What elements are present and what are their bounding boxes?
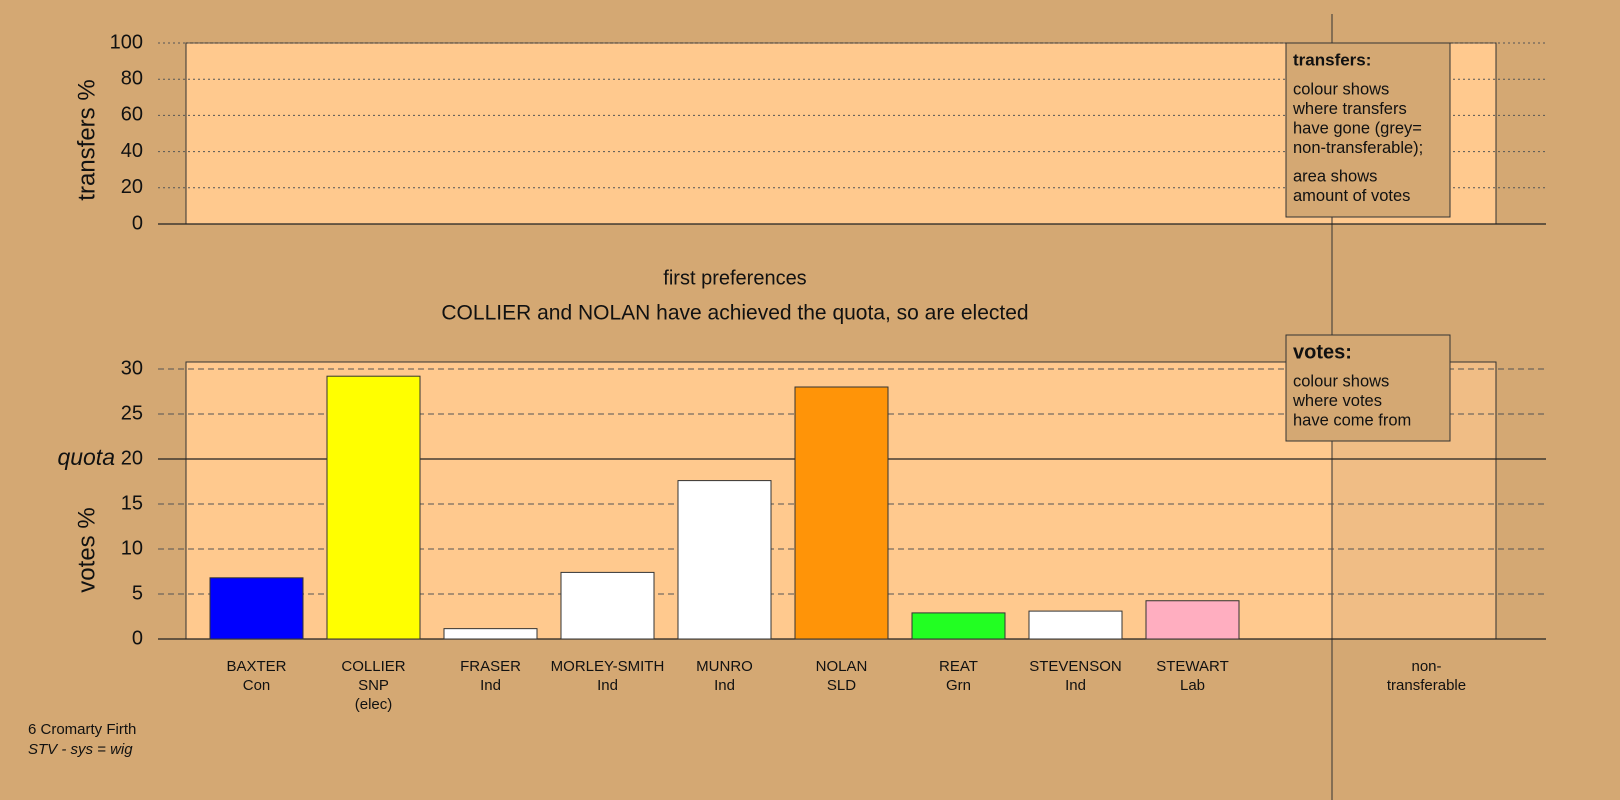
chart-subtitle: COLLIER and NOLAN have achieved the quot…: [441, 302, 1028, 325]
legend-box: [1285, 334, 1451, 442]
x-tick-label: transferable: [1387, 677, 1466, 694]
legend-title: transfers:: [1293, 50, 1371, 69]
y-tick-label: 60: [121, 104, 143, 126]
footer-system: STV - sys = wig: [28, 741, 133, 758]
y-tick-label: 80: [121, 67, 143, 89]
y-axis-label: transfers %: [73, 79, 100, 200]
y-tick-label: 40: [121, 140, 143, 162]
x-tick-label: Ind: [480, 677, 501, 694]
legend-text: where transfers: [1292, 100, 1407, 118]
x-tick-label: Con: [243, 677, 271, 694]
x-tick-label: (elec): [355, 696, 393, 713]
y-tick-label: 30: [121, 357, 143, 379]
plot-area: [185, 42, 1497, 225]
x-tick-label: Ind: [1065, 677, 1086, 694]
legend-text: colour shows: [1293, 80, 1389, 98]
x-tick-label: MORLEY-SMITH: [551, 658, 665, 675]
x-tick-label: FRASER: [460, 658, 521, 675]
chart-title: first preferences: [663, 267, 806, 289]
x-tick-label: Grn: [946, 677, 971, 694]
x-tick-label: STEWART: [1156, 658, 1229, 675]
bar: [560, 571, 655, 640]
y-tick-label: 0: [132, 627, 143, 649]
legend-text: amount of votes: [1293, 187, 1410, 205]
y-axis-label: votes %: [73, 507, 100, 592]
x-tick-label: Lab: [1180, 677, 1205, 694]
y-tick-label: 5: [132, 582, 143, 604]
legend-text: non-transferable);: [1293, 139, 1423, 157]
x-tick-label: NOLAN: [816, 658, 868, 675]
x-tick-label: Ind: [597, 677, 618, 694]
bar: [209, 577, 304, 640]
y-tick-label: 10: [121, 537, 143, 559]
legend-text: area shows: [1293, 167, 1377, 185]
y-tick-label: 25: [121, 402, 143, 424]
x-tick-label: REAT: [939, 658, 978, 675]
quota-label: quota: [57, 444, 115, 470]
legend-title: votes:: [1293, 341, 1352, 363]
y-tick-label: 15: [121, 492, 143, 514]
bar: [1028, 610, 1123, 640]
footer-constituency: 6 Cromarty Firth: [28, 721, 136, 738]
x-tick-label: STEVENSON: [1029, 658, 1122, 675]
x-tick-label: Ind: [714, 677, 735, 694]
legend-text: where votes: [1292, 392, 1382, 410]
legend-text: colour shows: [1293, 372, 1389, 390]
y-tick-label: 100: [110, 31, 143, 53]
bar: [1145, 600, 1240, 640]
legend-text: have come from: [1293, 411, 1411, 429]
x-tick-label: BAXTER: [226, 658, 286, 675]
y-tick-label: 20: [121, 176, 143, 198]
y-tick-label: 20: [121, 447, 143, 469]
bar: [326, 375, 421, 640]
x-tick-label: non-: [1411, 658, 1441, 675]
legend-box: [1285, 42, 1451, 218]
y-tick-label: 0: [132, 212, 143, 234]
bar: [677, 480, 772, 640]
x-tick-label: COLLIER: [341, 658, 405, 675]
legend-text: have gone (grey=: [1293, 119, 1422, 137]
x-tick-label: MUNRO: [696, 658, 753, 675]
bar: [794, 386, 889, 640]
bar: [443, 628, 538, 640]
x-tick-label: SNP: [358, 677, 389, 694]
bar: [911, 612, 1006, 640]
x-tick-label: SLD: [827, 677, 856, 694]
